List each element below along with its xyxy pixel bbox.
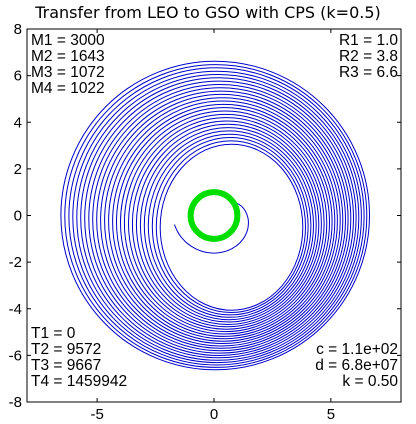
annotation-text: T3 = 9667 (31, 357, 101, 374)
trajectory-loop (159, 143, 304, 311)
annotation-text: M2 = 1643 (31, 48, 105, 65)
trajectory-loop (108, 100, 338, 342)
trajectory-loop (120, 110, 330, 335)
trajectory-loop (96, 90, 347, 349)
trajectory-loop (100, 93, 344, 347)
annotation-text: T2 = 9572 (31, 341, 101, 358)
annotation-text: d = 6.8e+07 (315, 357, 398, 374)
trajectory-loop (147, 133, 312, 318)
trajectory-loop (151, 137, 309, 316)
trajectory-loop (155, 140, 306, 313)
trajectory-loop (72, 70, 362, 364)
trajectory-loop (60, 60, 370, 371)
annotation-text: R2 = 3.8 (339, 48, 398, 65)
y-tick-label: -2 (9, 254, 22, 271)
annotation-text: k = 0.50 (342, 373, 398, 390)
trajectory-loop (143, 130, 314, 321)
x-tick-label: 5 (327, 406, 335, 423)
y-tick-label: 0 (14, 208, 22, 225)
annotation-text: M4 = 1022 (31, 80, 105, 97)
trajectory-loop (92, 87, 349, 352)
trajectory-loop (116, 107, 333, 337)
leo-circle (187, 189, 241, 242)
y-tick-label: -6 (9, 347, 22, 364)
trajectory-loop (128, 117, 325, 330)
annotation-text: T1 = 0 (31, 325, 76, 342)
y-tick-label: 4 (14, 114, 22, 131)
trajectory-loop (131, 120, 322, 328)
x-tick-label: -5 (90, 406, 103, 423)
trajectory-loop (123, 113, 328, 333)
x-tick-label: 0 (210, 406, 218, 423)
y-tick-label: -8 (9, 394, 22, 411)
trajectory-loop (112, 103, 336, 340)
annotations-top-right: R1 = 1.0R2 = 3.8R3 = 6.6 (339, 32, 398, 81)
leo-orbit (187, 189, 241, 242)
chart-title: Transfer from LEO to GSO with CPS (k=0.5… (35, 3, 381, 22)
axis-ticks: -5 0 5 8 6 4 2 0 -2 -4 -6 -8 (9, 21, 401, 423)
trajectory-loop (64, 64, 368, 368)
annotation-text: R1 = 1.0 (339, 32, 398, 49)
trajectory-loop (80, 77, 357, 359)
annotation-text: M3 = 1072 (31, 64, 105, 81)
y-tick-label: 6 (14, 68, 22, 85)
annotation-text: T4 = 1459942 (31, 373, 127, 390)
annotation-text: M1 = 3000 (31, 32, 105, 49)
trajectory-loop (135, 123, 320, 325)
y-tick-label: -4 (9, 301, 22, 318)
trajectory-loop (88, 84, 352, 354)
trajectory-loop (139, 127, 317, 323)
annotations-bottom-right: c = 1.1e+02d = 6.8e+07k = 0.50 (315, 341, 398, 390)
transfer-arc (174, 202, 249, 254)
y-tick-label: 2 (14, 161, 22, 178)
transfer-trajectory (60, 60, 370, 371)
trajectory-loop (76, 74, 360, 361)
trajectory-loop (104, 97, 341, 345)
y-tick-label: 8 (14, 21, 22, 38)
trajectory-loop (84, 80, 354, 356)
annotation-text: R3 = 6.6 (339, 64, 398, 81)
trajectory-loop (68, 67, 365, 366)
annotation-text: c = 1.1e+02 (316, 341, 398, 358)
